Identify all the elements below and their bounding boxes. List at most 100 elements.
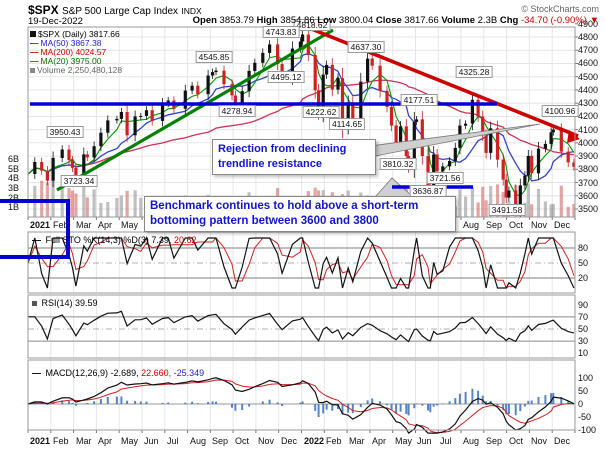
- price-axis-label: 3500: [578, 204, 599, 214]
- price-annotation: 4495.12: [267, 71, 305, 83]
- month-label: Dec: [554, 436, 571, 446]
- month-label: Mar: [76, 220, 92, 230]
- price-annotation: 4545.85: [195, 51, 233, 63]
- month-label: May: [121, 220, 139, 230]
- price-annotation: 3491.58: [488, 204, 526, 216]
- macd-hist-value: -25.349: [173, 368, 205, 378]
- candlestick-icon: [30, 31, 36, 37]
- chg-value: -34.70 (-0.90%): [520, 15, 587, 26]
- legend-ma50-text: MA(50) 3867.38: [40, 38, 102, 48]
- price-axis-label: 4600: [578, 58, 599, 68]
- high-value: 3854.86: [280, 15, 315, 26]
- ma20-line-icon: —: [30, 56, 39, 66]
- stoch-label: Full STO %K(14,3) %D(3): [45, 235, 149, 245]
- month-label: Feb: [326, 436, 342, 446]
- price-annotation: 4743.83: [262, 26, 300, 38]
- stoch-axis-label: 20: [578, 273, 589, 283]
- month-label: Dec: [281, 436, 298, 446]
- volume-value: 2.3B: [477, 15, 498, 26]
- price-axis-label: 4000: [578, 138, 599, 148]
- legend-volume-text: Volume 2,250,480,128: [37, 65, 123, 75]
- month-label: Oct: [509, 220, 524, 230]
- price-annotation: 4325.28: [455, 66, 493, 78]
- exchange: INDX: [181, 6, 202, 16]
- month-label: Oct: [235, 436, 250, 446]
- change-down-arrow-icon: ▼: [589, 15, 599, 26]
- credit: © StockCharts.com: [521, 4, 599, 14]
- price-axis-label: 4100: [578, 125, 599, 135]
- low-value: 3800.04: [338, 15, 374, 26]
- volume-bars-icon: [30, 68, 35, 73]
- price-annotation: 4222.62: [302, 106, 340, 118]
- price-annotation: 3721.56: [426, 172, 464, 184]
- price-axis-label: 4500: [578, 72, 599, 82]
- volume-axis-label: 5B: [8, 164, 20, 174]
- macd-axis-label: 50: [578, 386, 589, 396]
- price-annotation: 3950.43: [46, 126, 84, 138]
- month-label: Apr: [372, 436, 387, 446]
- callout-benchmark-text: Benchmark continues to hold above a shor…: [150, 200, 419, 227]
- header-line1: $SPX S&P 500 Large Cap Index INDX: [28, 3, 202, 17]
- price-axis-label: 3700: [578, 178, 599, 188]
- volume-axis-label: 6B: [8, 154, 20, 164]
- month-label: Nov: [531, 220, 548, 230]
- callout-rejection: Rejection from declining trendline resis…: [212, 139, 376, 175]
- legend-ma50: — MA(50) 3867.38: [30, 38, 101, 48]
- legend-ma200-text: MA(200) 4024.57: [40, 47, 107, 57]
- open-label: Open: [192, 15, 217, 26]
- month-label: Sep: [486, 436, 503, 446]
- month-label: Jul: [167, 436, 179, 446]
- high-label: High: [256, 15, 278, 26]
- rsi-axis-label: 50: [578, 324, 589, 334]
- open-value: 3853.79: [219, 15, 254, 26]
- month-label: Jul: [440, 436, 452, 446]
- legend-ticker: $SPX (Daily) 3817.66: [30, 29, 120, 39]
- macd-axis-label: 100: [578, 373, 594, 383]
- ma50-line-icon: —: [30, 38, 39, 48]
- rsi-axis-label: 10: [578, 348, 589, 358]
- month-label: Sep: [486, 220, 503, 230]
- macd-axis-label: 0: [578, 399, 584, 409]
- price-annotation: 3810.32: [379, 158, 417, 170]
- chart-date: 19-Dec-2022: [28, 16, 83, 27]
- month-label: Apr: [98, 220, 113, 230]
- stoch-k-value: 7.39,: [151, 235, 172, 245]
- month-label: Aug: [463, 436, 480, 446]
- month-label: Jun: [144, 436, 159, 446]
- volume-axis-label: 1B: [8, 202, 20, 212]
- month-label: Aug: [190, 436, 207, 446]
- month-label: Mar: [349, 436, 365, 446]
- price-axis-label: 4700: [578, 45, 599, 55]
- price-annotation: 3723.34: [60, 175, 98, 187]
- macd-legend: — MACD(12,26,9) -2.689, 22.660, -25.349: [32, 368, 204, 378]
- price-axis-label: 3900: [578, 151, 599, 161]
- rsi-label: RSI(14) 39.59: [41, 298, 98, 308]
- macd-value: -2.689,: [110, 368, 139, 378]
- month-label: May: [121, 436, 139, 446]
- legend-ma20: — MA(20) 3975.00: [30, 56, 101, 66]
- rsi-chart-icon: [32, 301, 37, 306]
- stoch-d-value: 20.62: [173, 235, 197, 245]
- price-axis-label: 4800: [578, 32, 599, 42]
- rsi-legend: RSI(14) 39.59: [32, 298, 98, 308]
- price-axis-label: 4400: [578, 85, 599, 95]
- month-label: Oct: [509, 436, 524, 446]
- volume-axis-label: 3B: [8, 183, 20, 193]
- quote-row: Open 3853.79 High 3854.86 Low 3800.04 Cl…: [193, 15, 599, 26]
- symbol-name: S&P 500 Large Cap Index: [62, 6, 179, 17]
- stoch-axis-label: 80: [578, 243, 589, 253]
- price-axis-label: 4200: [578, 111, 599, 121]
- macd-axis-label: -100: [578, 425, 597, 435]
- price-annotation: 4177.51: [400, 94, 438, 106]
- low-label: Low: [317, 15, 337, 26]
- rsi-axis-label: 30: [578, 336, 589, 346]
- price-axis-label: 3800: [578, 164, 599, 174]
- month-label: Dec: [554, 220, 571, 230]
- callout-rejection-text: Rejection from declining trendline resis…: [218, 143, 347, 170]
- symbol: $SPX: [28, 3, 59, 17]
- volume-label: Volume: [441, 15, 475, 26]
- close-value: 3817.66: [404, 15, 439, 26]
- price-axis-label: 4900: [578, 19, 599, 29]
- month-label: Nov: [531, 436, 548, 446]
- month-label: Sep: [212, 436, 229, 446]
